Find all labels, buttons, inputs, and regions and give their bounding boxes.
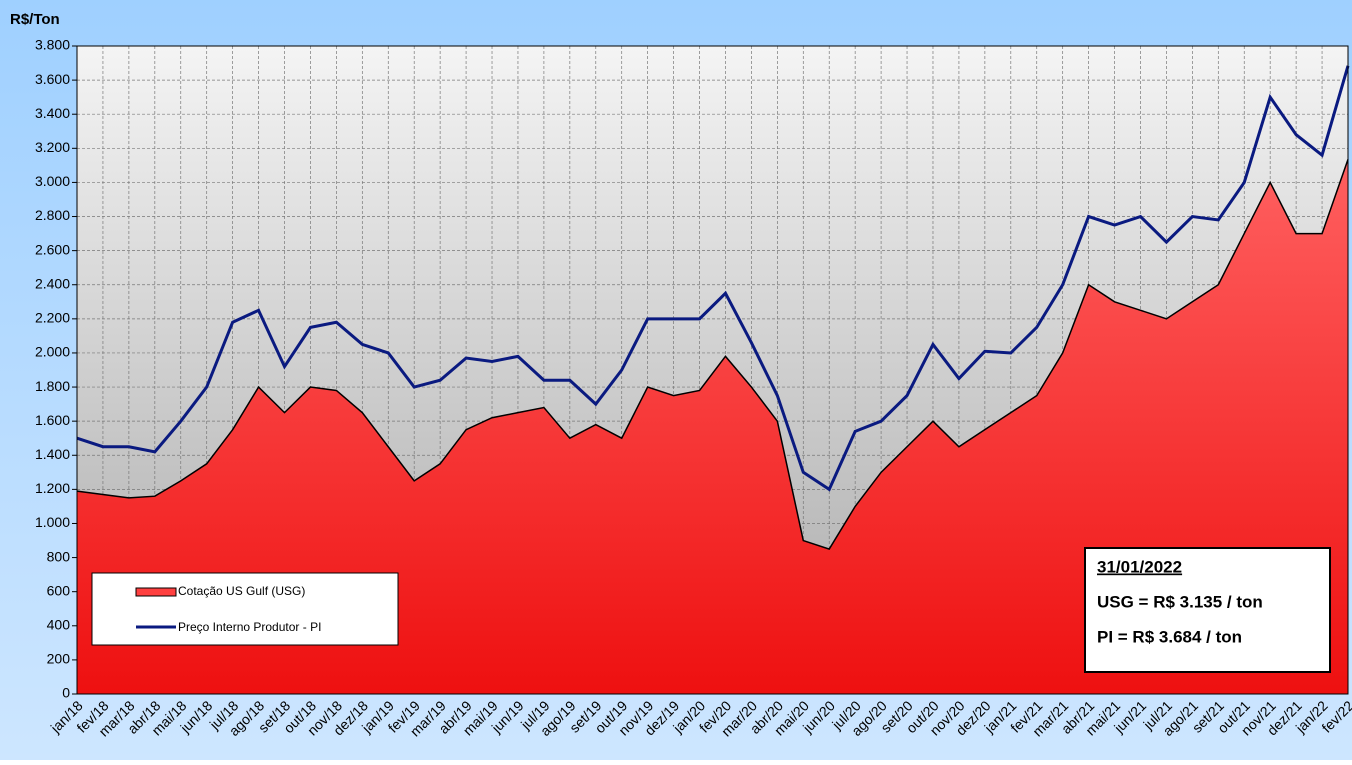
y-tick-label: 800 — [47, 548, 71, 564]
usg-line — [76, 159, 1349, 550]
y-tick-label: 2.800 — [35, 207, 70, 223]
legend-label: Preço Interno Produtor - PI — [178, 620, 321, 634]
y-tick-label: 3.600 — [35, 71, 70, 87]
y-tick-label: 3.800 — [35, 37, 70, 53]
y-tick-label: 3.400 — [35, 105, 70, 121]
annotation-usg: USG = R$ 3.135 / ton — [1097, 592, 1263, 611]
y-tick-label: 0 — [62, 685, 70, 701]
annotation-box — [1084, 547, 1331, 673]
y-tick-label: 2.200 — [35, 310, 70, 326]
plot-border — [76, 45, 1349, 695]
legend — [91, 572, 399, 646]
pi-line — [76, 65, 1350, 492]
y-tick-label: 200 — [47, 651, 71, 667]
annotation-date: 31/01/2022 — [1097, 557, 1182, 576]
annotation-pi: PI = R$ 3.684 / ton — [1097, 627, 1242, 646]
usg-area — [77, 159, 1348, 694]
y-tick-label: 1.400 — [35, 446, 70, 462]
y-tick-label: 1.200 — [35, 480, 70, 496]
y-tick-label: 2.600 — [35, 241, 70, 257]
y-axis-title: R$/Ton — [10, 11, 60, 28]
legend-label: Cotação US Gulf (USG) — [178, 584, 305, 598]
y-tick-label: 1.600 — [35, 412, 70, 428]
legend-swatch — [135, 587, 177, 597]
y-tick-label: 1.800 — [35, 378, 70, 394]
y-tick-label: 3.000 — [35, 173, 70, 189]
y-tick-label: 1.000 — [35, 514, 70, 530]
y-tick-label: 3.200 — [35, 139, 70, 155]
y-tick-label: 2.000 — [35, 344, 70, 360]
y-tick-label: 400 — [47, 616, 71, 632]
y-tick-label: 2.400 — [35, 275, 70, 291]
y-tick-label: 600 — [47, 582, 71, 598]
